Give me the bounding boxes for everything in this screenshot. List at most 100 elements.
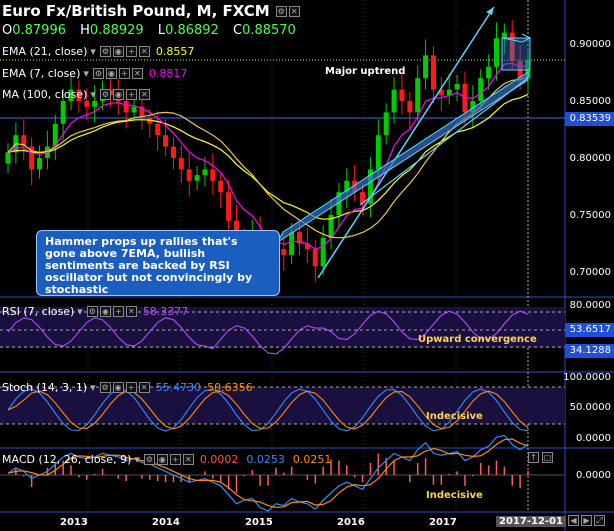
ema7-label: EMA (7, close)	[2, 67, 81, 80]
candle-body	[438, 89, 444, 96]
candle-body	[304, 243, 310, 250]
candle-body	[281, 249, 287, 255]
trend-arrow-head	[486, 7, 494, 15]
move-up-icon[interactable]: ↑	[528, 452, 539, 463]
rsi-level-top: 80.0000	[569, 300, 611, 311]
ema21-line	[7, 93, 529, 220]
add-plus-icon[interactable]: +	[118, 68, 130, 79]
support-line	[359, 77, 529, 206]
candle-body	[68, 89, 74, 101]
settings-gear-icon[interactable]: ⚙	[99, 382, 111, 393]
expand-icon[interactable]: ⤢	[594, 515, 605, 526]
macd-hist-value: 0.0002	[199, 453, 239, 466]
settings-gear-icon[interactable]: ⚙	[92, 68, 104, 79]
candle-body	[430, 55, 436, 90]
chevron-left-icon[interactable]: ◀	[568, 515, 579, 526]
ema21-label: EMA (21, close)	[2, 45, 88, 58]
candle-body	[454, 83, 460, 90]
settings-gear-icon[interactable]: ⚙	[143, 454, 155, 465]
major-uptrend-annotation: Major uptrend	[325, 66, 406, 77]
add-plus-icon[interactable]: +	[125, 46, 137, 57]
low-label: L	[157, 23, 166, 38]
candle-body	[367, 169, 373, 204]
x-axis-current-date: 2017-12-01	[496, 516, 566, 527]
stoch-tick: 100.0000	[563, 372, 611, 383]
chevron-down-icon[interactable]: ▾	[134, 453, 140, 466]
chevron-down-icon[interactable]: ▾	[83, 67, 89, 80]
candle-body	[446, 89, 452, 96]
hide-eye-icon[interactable]: ◉	[112, 89, 124, 100]
high-value: 0.88929	[89, 23, 144, 38]
ema21-value: 0.8557	[155, 45, 195, 58]
candle-body	[297, 232, 303, 244]
x-axis-label: 2013	[60, 517, 88, 528]
settings-gear-icon[interactable]: ⚙	[99, 89, 111, 100]
maximize-icon[interactable]: ▢	[542, 452, 553, 463]
candle-body	[139, 106, 145, 119]
close-icon[interactable]: ✕	[131, 68, 143, 79]
settings-gear-icon[interactable]: ⚙	[86, 306, 98, 317]
price-marker-box: 0.83539	[565, 112, 614, 126]
candle-body	[5, 152, 11, 164]
ema7-legend[interactable]: EMA (7, close) ▾ ⚙ ◉ + ✕ 0.8817	[2, 67, 187, 80]
candle-body	[375, 135, 381, 170]
hide-eye-icon[interactable]: ◉	[105, 68, 117, 79]
chevron-right-icon[interactable]: ▶	[581, 515, 592, 526]
macd-signal-value: 0.0251	[292, 453, 332, 466]
stoch-k-line	[7, 388, 529, 432]
stoch-indecisive-annotation: Indecisive	[426, 411, 483, 422]
price-tick: 0.90000	[569, 39, 611, 50]
x-axis-label: 2016	[337, 517, 365, 528]
trend-line	[317, 6, 495, 279]
rsi-low-box: 34.1288	[565, 344, 614, 358]
add-plus-icon[interactable]: +	[125, 382, 137, 393]
chevron-down-icon[interactable]: ▾	[90, 381, 96, 394]
candle-body	[525, 59, 531, 79]
x-axis-label: 2014	[152, 517, 180, 528]
stoch-label: Stoch (14, 3, 1)	[2, 381, 88, 394]
hide-eye-icon[interactable]: ◉	[112, 382, 124, 393]
candle-body	[360, 192, 366, 204]
open-label: O	[2, 23, 13, 38]
candle-body	[170, 146, 176, 158]
hide-eye-icon[interactable]: ◉	[99, 306, 111, 317]
rsi-current-box: 53.6517	[565, 323, 614, 337]
candle-body	[399, 89, 405, 101]
candle-body	[210, 169, 216, 181]
candle-body	[178, 158, 184, 170]
hide-eye-icon[interactable]: ◉	[112, 46, 124, 57]
chevron-down-icon[interactable]: ▾	[90, 45, 96, 58]
chevron-down-icon[interactable]: ▾	[77, 305, 83, 318]
ma100-legend[interactable]: MA (100, close) ▾ ⚙ ◉ + ✕	[2, 88, 150, 101]
chevron-down-icon[interactable]: ▾	[90, 88, 96, 101]
macd-legend[interactable]: MACD (12, 26, close, 9) ▾ ⚙ ◉ + ✕ 0.0002…	[2, 453, 331, 466]
hide-eye-icon[interactable]: ◉	[156, 454, 168, 465]
close-icon[interactable]: ✕	[138, 46, 150, 57]
close-icon[interactable]: ✕	[138, 382, 150, 393]
uptrend-channel	[276, 71, 529, 244]
add-plus-icon[interactable]: +	[169, 454, 181, 465]
candle-body	[493, 38, 499, 67]
close-icon[interactable]: ✕	[288, 5, 300, 17]
candle-body	[328, 215, 334, 238]
stoch-legend[interactable]: Stoch (14, 3, 1) ▾ ⚙ ◉ + ✕ 55.4730 50.63…	[2, 381, 253, 394]
candle-body	[163, 135, 169, 147]
close-icon[interactable]: ✕	[138, 89, 150, 100]
rsi-legend[interactable]: RSI (7, close) ▾ ⚙ ◉ + ✕ 58.3377	[2, 305, 188, 318]
candle-body	[312, 249, 318, 267]
ohlc-readout: O0.87996 H0.88929 L0.86892 C0.88570	[2, 23, 306, 38]
close-icon[interactable]: ✕	[125, 306, 137, 317]
candle-body	[415, 78, 421, 113]
close-value: 0.88570	[242, 23, 296, 38]
timeline-controls: ◀ ▶ ⤢	[568, 515, 605, 526]
ema21-legend[interactable]: EMA (21, close) ▾ ⚙ ◉ + ✕ 0.8557	[2, 45, 194, 58]
candle-body	[289, 232, 295, 255]
stoch-tick: 50.0000	[569, 402, 611, 413]
candle-body	[60, 101, 66, 124]
close-icon[interactable]: ✕	[182, 454, 194, 465]
add-plus-icon[interactable]: +	[125, 89, 137, 100]
ma100-label: MA (100, close)	[2, 88, 88, 101]
add-plus-icon[interactable]: +	[112, 306, 124, 317]
settings-gear-icon[interactable]: ⚙	[99, 46, 111, 57]
settings-gear-icon[interactable]: ⚙	[275, 5, 287, 17]
